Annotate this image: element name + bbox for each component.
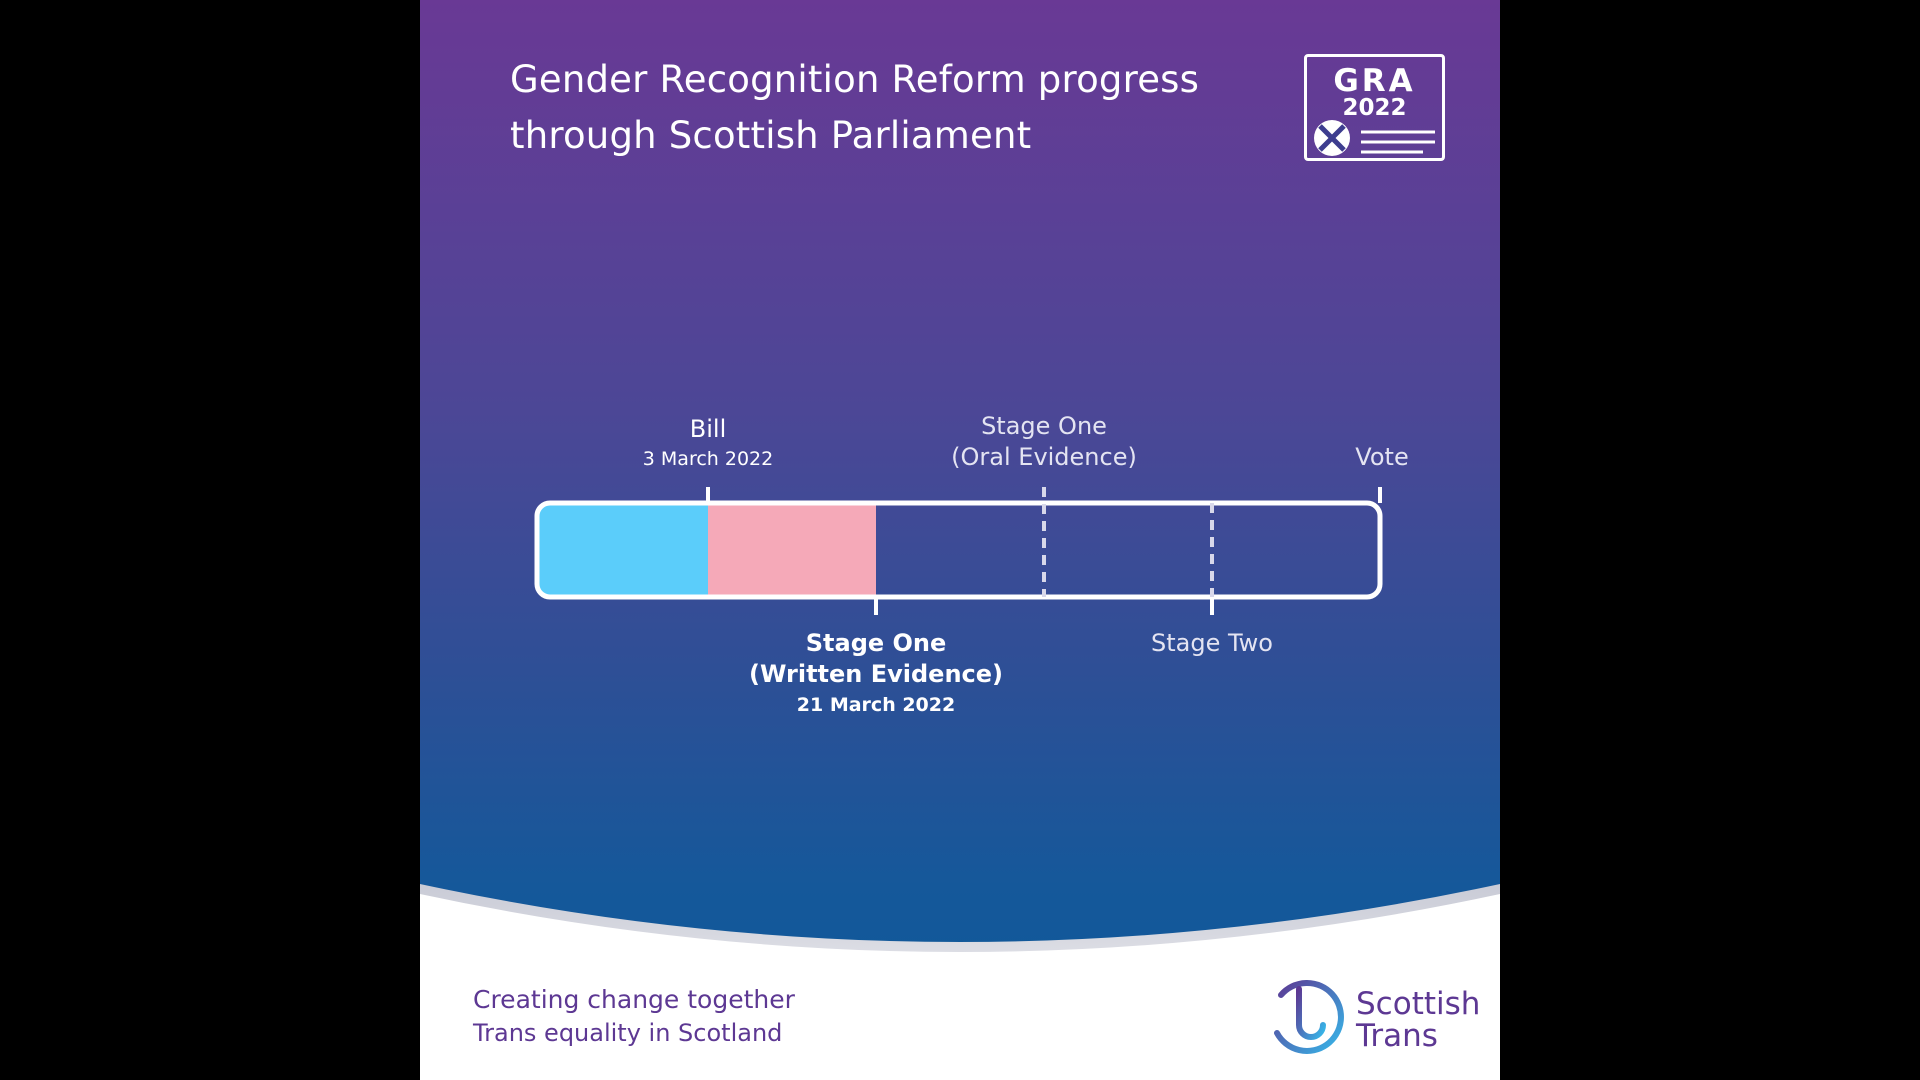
badge-title: GRA [1333, 63, 1416, 99]
label-oral-evidence-line1: Stage One [981, 412, 1107, 440]
tagline-primary: Creating change together [473, 985, 795, 1014]
page-title-line-1: Gender Recognition Reform progress [510, 58, 1200, 101]
page-title-line-2: through Scottish Parliament [510, 114, 1032, 157]
segment-written-evidence-current [708, 503, 876, 597]
label-bill-date: 3 March 2022 [642, 448, 774, 470]
label-written-evidence-line2: (Written Evidence) [748, 660, 1004, 688]
timeline-bar-outline [534, 500, 1383, 600]
scottish-trans-logo-icon [1274, 979, 1344, 1054]
progress-timeline [534, 487, 1383, 615]
label-written-evidence-date: 21 March 2022 [796, 694, 956, 716]
infographic-panel: Gender Recognition Reform progress throu… [420, 0, 1500, 1080]
label-oral-evidence-line2: (Oral Evidence) [951, 443, 1137, 471]
gra-2022-badge: GRA 2022 [1304, 54, 1445, 161]
label-written-evidence-line1: Stage One [805, 629, 947, 657]
badge-year: 2022 [1342, 95, 1407, 121]
brand-name-line1: Scottish [1356, 986, 1481, 1022]
footer-curve-background [420, 884, 1500, 1080]
label-vote: Vote [1355, 443, 1409, 471]
saltire-flag-icon [1314, 120, 1435, 156]
brand-name-line2: Trans [1356, 1018, 1438, 1054]
label-bill: Bill [689, 415, 727, 443]
label-stage-two: Stage Two [1151, 629, 1273, 657]
tagline-secondary: Trans equality in Scotland [473, 1019, 783, 1047]
segment-bill-completed [537, 503, 708, 597]
